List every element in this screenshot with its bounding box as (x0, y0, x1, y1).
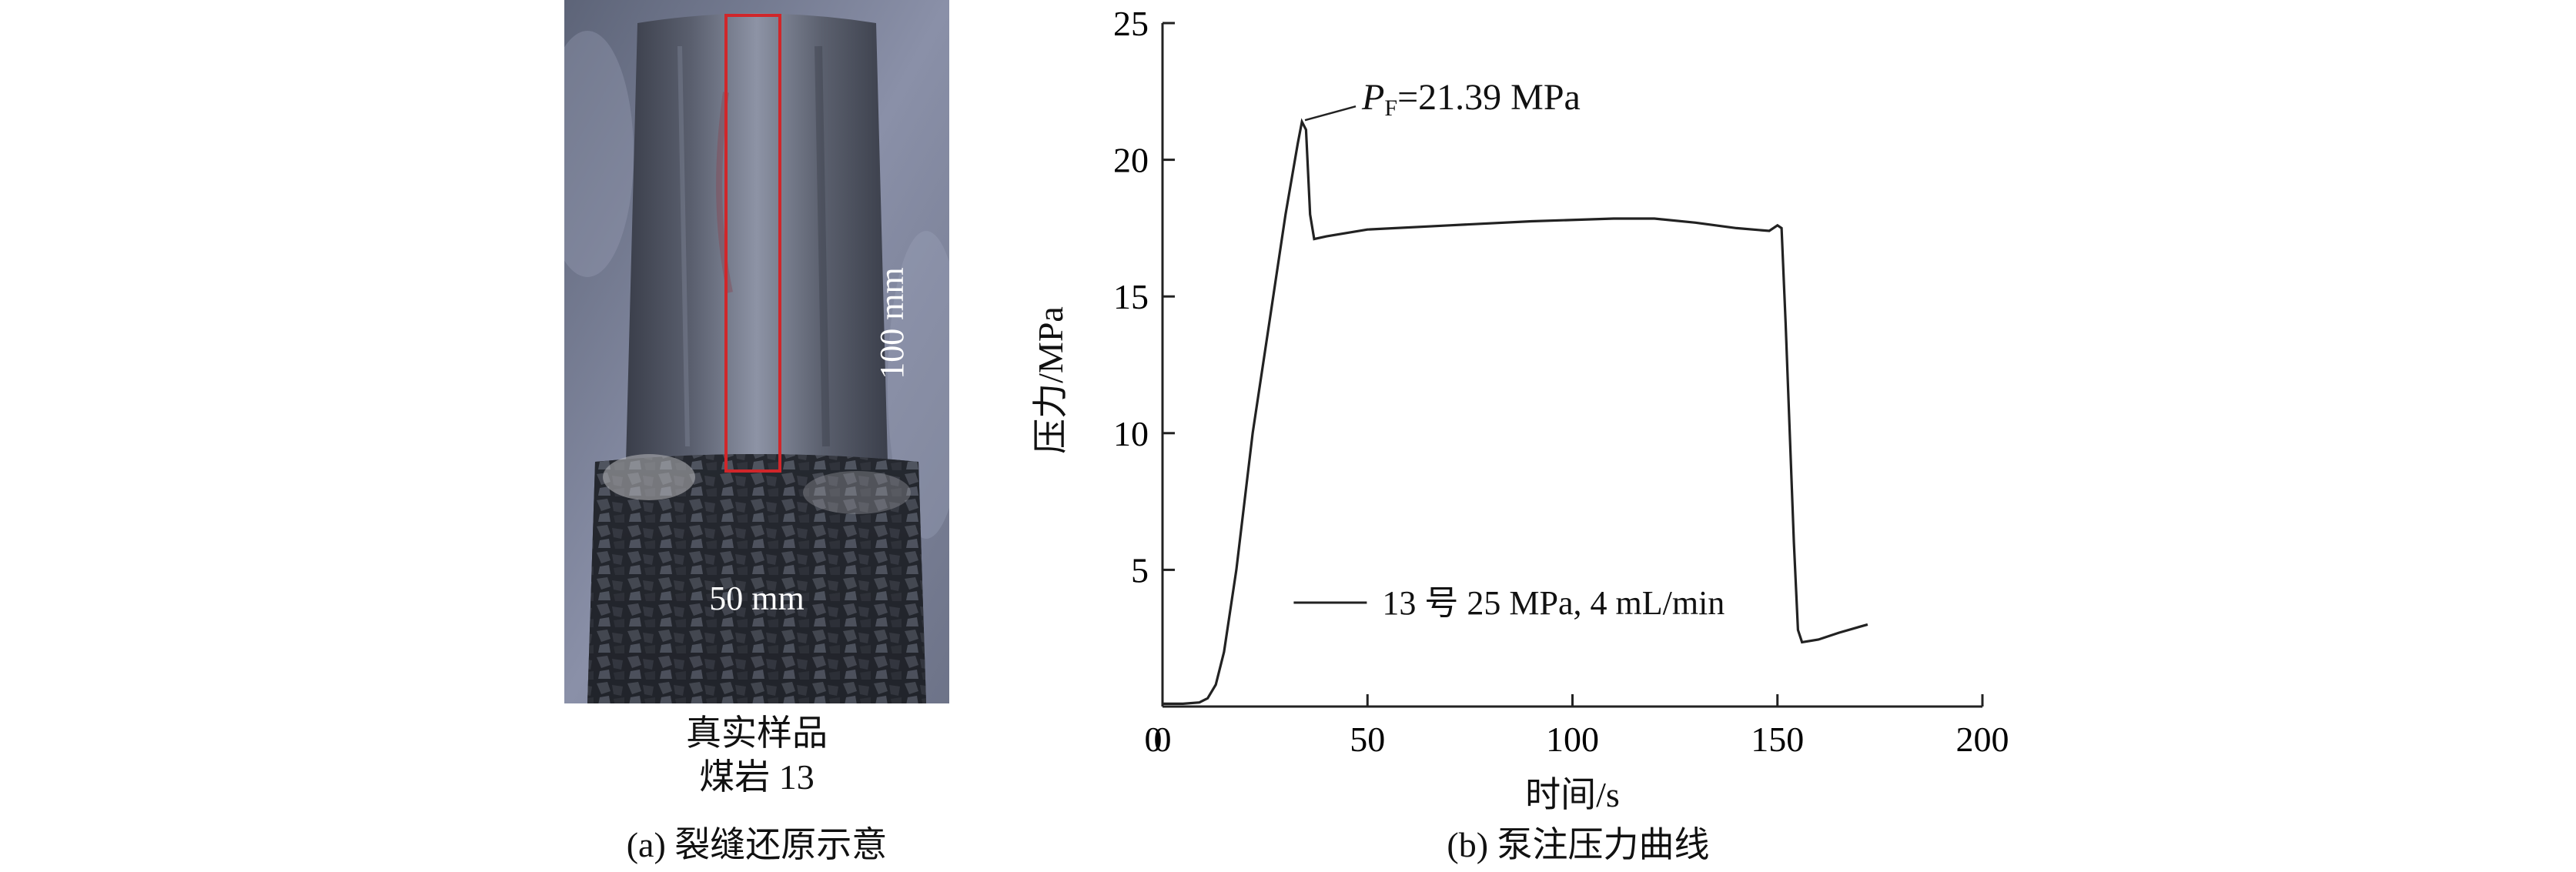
y-tick-label: 5 (1131, 550, 1149, 590)
x-tick-label: 150 (1751, 720, 1804, 759)
length-label: 100 mm (873, 267, 911, 379)
annotation-value: =21.39 MPa (1397, 77, 1581, 118)
y-tick-label: 15 (1113, 277, 1149, 316)
subcaption-a: (a) 裂缝还原示意 (626, 825, 888, 864)
diameter-label: 50 mm (709, 580, 804, 617)
x-tick-label: 200 (1956, 720, 2009, 759)
y-tick-label: 20 (1113, 141, 1149, 180)
caption-real-sample: 真实样品 (686, 713, 828, 753)
x-tick-label: 0 (1154, 720, 1172, 759)
pump-pressure-chart: 0 50 100 150 200 0 5 10 15 20 25 PF=21.39 MPa 13 … (1031, 4, 2009, 814)
origin-tick-label: 0 (1145, 720, 1163, 759)
annotation-prefix: P (1361, 77, 1384, 118)
x-ticks: 0 50 100 150 200 0 (1145, 694, 2009, 759)
fracture-highlight-box (724, 14, 781, 473)
legend-label: 13 号 25 MPa, 4 mL/min (1382, 584, 1725, 622)
y-ticks: 5 10 15 20 25 (1113, 4, 1175, 590)
y-axis-label: 压力/MPa (1031, 306, 1070, 454)
annotation-subscript: F (1384, 95, 1397, 121)
y-tick-label: 10 (1113, 414, 1149, 453)
x-tick-label: 50 (1350, 720, 1385, 759)
caption-coal-rock: 煤岩 13 (699, 757, 815, 797)
x-axis-label: 时间/s (1525, 775, 1620, 814)
y-tick-label: 25 (1113, 4, 1149, 43)
subcaption-b: (b) 泵注压力曲线 (1447, 825, 1710, 864)
x-tick-label: 100 (1546, 720, 1599, 759)
peak-annotation: PF=21.39 MPa (1361, 77, 1581, 121)
coal-sample-photo: 100 mm 50 mm (564, 0, 949, 703)
sample-photo-panel: 100 mm 50 mm (564, 0, 949, 703)
peak-annotation-leader (1304, 105, 1357, 122)
series-line (1163, 118, 1868, 705)
